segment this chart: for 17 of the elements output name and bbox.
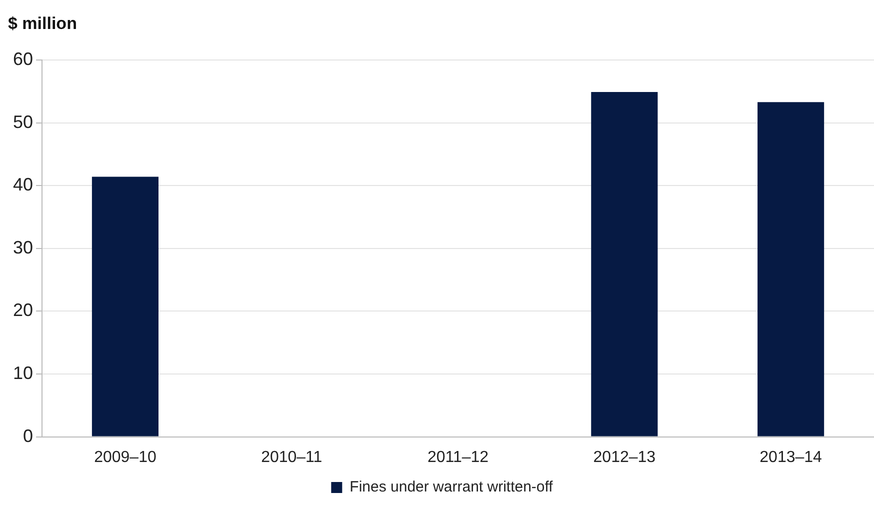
legend-label: Fines under warrant written-off [350,478,554,496]
y-tick-label: 30 [12,237,34,258]
y-tick-label: 50 [12,112,34,132]
bar [758,102,824,436]
y-axis-title: $ million [8,14,77,34]
x-tick-label: 2012–13 [593,448,656,466]
y-tick-label: 20 [12,300,34,320]
y-tick-label: 0 [23,426,34,446]
x-tick-label: 2011–12 [427,448,489,466]
x-tick-label: 2013–14 [760,448,822,466]
bar [92,176,158,436]
x-tick-label: 2010–11 [261,448,322,466]
y-tick-label: 10 [12,362,34,383]
x-tick-label: 2009–10 [94,448,156,466]
bar [591,92,658,436]
y-tick-label: 40 [12,174,34,195]
y-tick-label: 60 [12,48,34,69]
